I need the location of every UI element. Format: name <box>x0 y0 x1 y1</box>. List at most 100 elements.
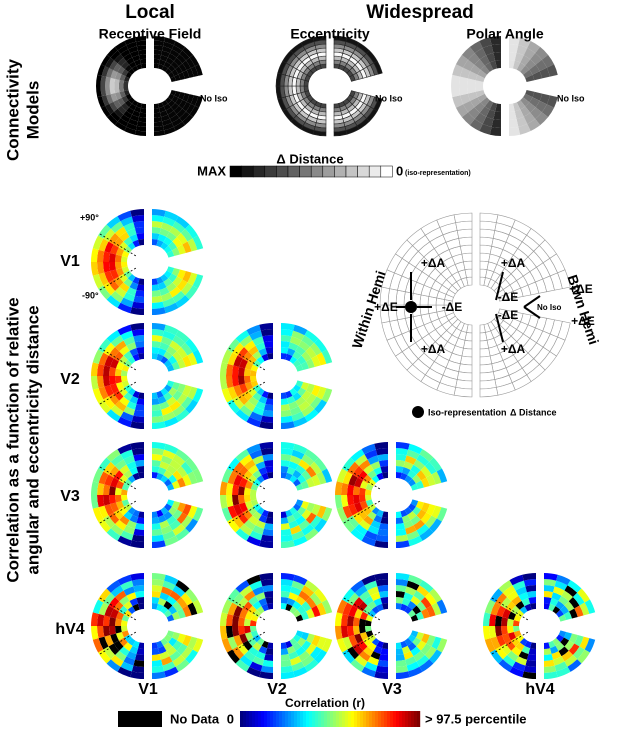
cell <box>507 631 517 641</box>
colorbar-cell <box>396 711 400 727</box>
cell <box>115 247 125 257</box>
cell <box>160 475 169 483</box>
cell <box>226 495 234 508</box>
cell <box>577 588 590 603</box>
cell <box>121 499 130 507</box>
cell <box>380 648 388 655</box>
cell <box>247 506 257 516</box>
cell <box>250 620 257 626</box>
cell <box>249 530 263 541</box>
cell <box>295 364 304 372</box>
cell <box>347 615 355 626</box>
cell <box>178 72 185 80</box>
cell <box>419 659 434 672</box>
cell <box>475 86 484 92</box>
cell <box>252 392 262 402</box>
cell <box>160 356 169 364</box>
cell <box>117 97 125 106</box>
cell <box>136 347 144 354</box>
cell <box>316 636 327 650</box>
cell <box>285 603 293 612</box>
cell <box>166 614 175 622</box>
cell <box>235 409 250 422</box>
cell <box>297 506 307 516</box>
cell <box>152 347 160 354</box>
cell <box>539 67 550 79</box>
cell <box>152 353 158 360</box>
cell <box>156 603 164 612</box>
cell <box>133 409 144 417</box>
cell <box>172 640 183 651</box>
cell <box>119 345 130 356</box>
cell <box>301 404 315 417</box>
cell <box>232 376 240 387</box>
cell <box>170 61 179 70</box>
cell <box>258 347 268 357</box>
cell <box>281 442 295 450</box>
cell <box>163 41 174 50</box>
cell <box>367 642 377 652</box>
angle-label: -90° <box>82 290 99 300</box>
cell <box>166 364 175 372</box>
colorbar-cell <box>243 711 247 727</box>
cell <box>109 252 116 262</box>
cell <box>371 475 380 483</box>
cell <box>152 540 166 548</box>
cell <box>359 650 371 662</box>
cell <box>436 599 448 614</box>
cell <box>577 649 590 664</box>
cell <box>424 515 437 529</box>
cell <box>574 605 584 617</box>
cell <box>247 605 257 615</box>
row-label: V1 <box>60 253 80 270</box>
cell <box>97 363 105 376</box>
cell <box>165 97 172 104</box>
cell <box>185 224 198 239</box>
cell <box>378 460 388 467</box>
cell <box>115 519 127 531</box>
cell <box>117 117 129 127</box>
cell <box>250 630 259 638</box>
cell <box>479 347 491 358</box>
cell <box>561 590 573 602</box>
cell <box>103 615 111 626</box>
cell <box>513 614 522 622</box>
cell <box>281 528 292 536</box>
cell <box>233 635 243 647</box>
cell <box>220 495 228 509</box>
cell <box>104 605 114 617</box>
cell <box>371 638 380 646</box>
cell <box>361 666 376 678</box>
cell <box>161 50 170 58</box>
meridian <box>228 597 266 621</box>
cell <box>226 376 234 389</box>
cell <box>259 442 273 450</box>
cell <box>119 515 130 526</box>
cell <box>232 396 245 410</box>
cell <box>321 507 333 522</box>
cell <box>523 665 536 674</box>
cell <box>253 478 261 487</box>
cell <box>373 597 383 607</box>
cell <box>507 618 514 626</box>
cell <box>220 626 228 640</box>
cell <box>156 390 164 399</box>
scale-cell <box>252 165 266 178</box>
cell <box>192 638 204 653</box>
cell <box>261 509 269 518</box>
cell <box>368 634 376 643</box>
cell <box>335 495 343 509</box>
cell <box>123 511 133 521</box>
cell <box>130 114 139 122</box>
cell <box>304 409 319 422</box>
cell <box>350 449 365 462</box>
cell <box>152 659 163 667</box>
cell <box>375 534 388 543</box>
cell <box>281 585 292 593</box>
cell <box>239 608 248 619</box>
cell <box>286 395 296 405</box>
cell <box>429 457 442 472</box>
cell <box>154 45 164 51</box>
cell <box>104 635 114 647</box>
cell <box>103 592 116 606</box>
